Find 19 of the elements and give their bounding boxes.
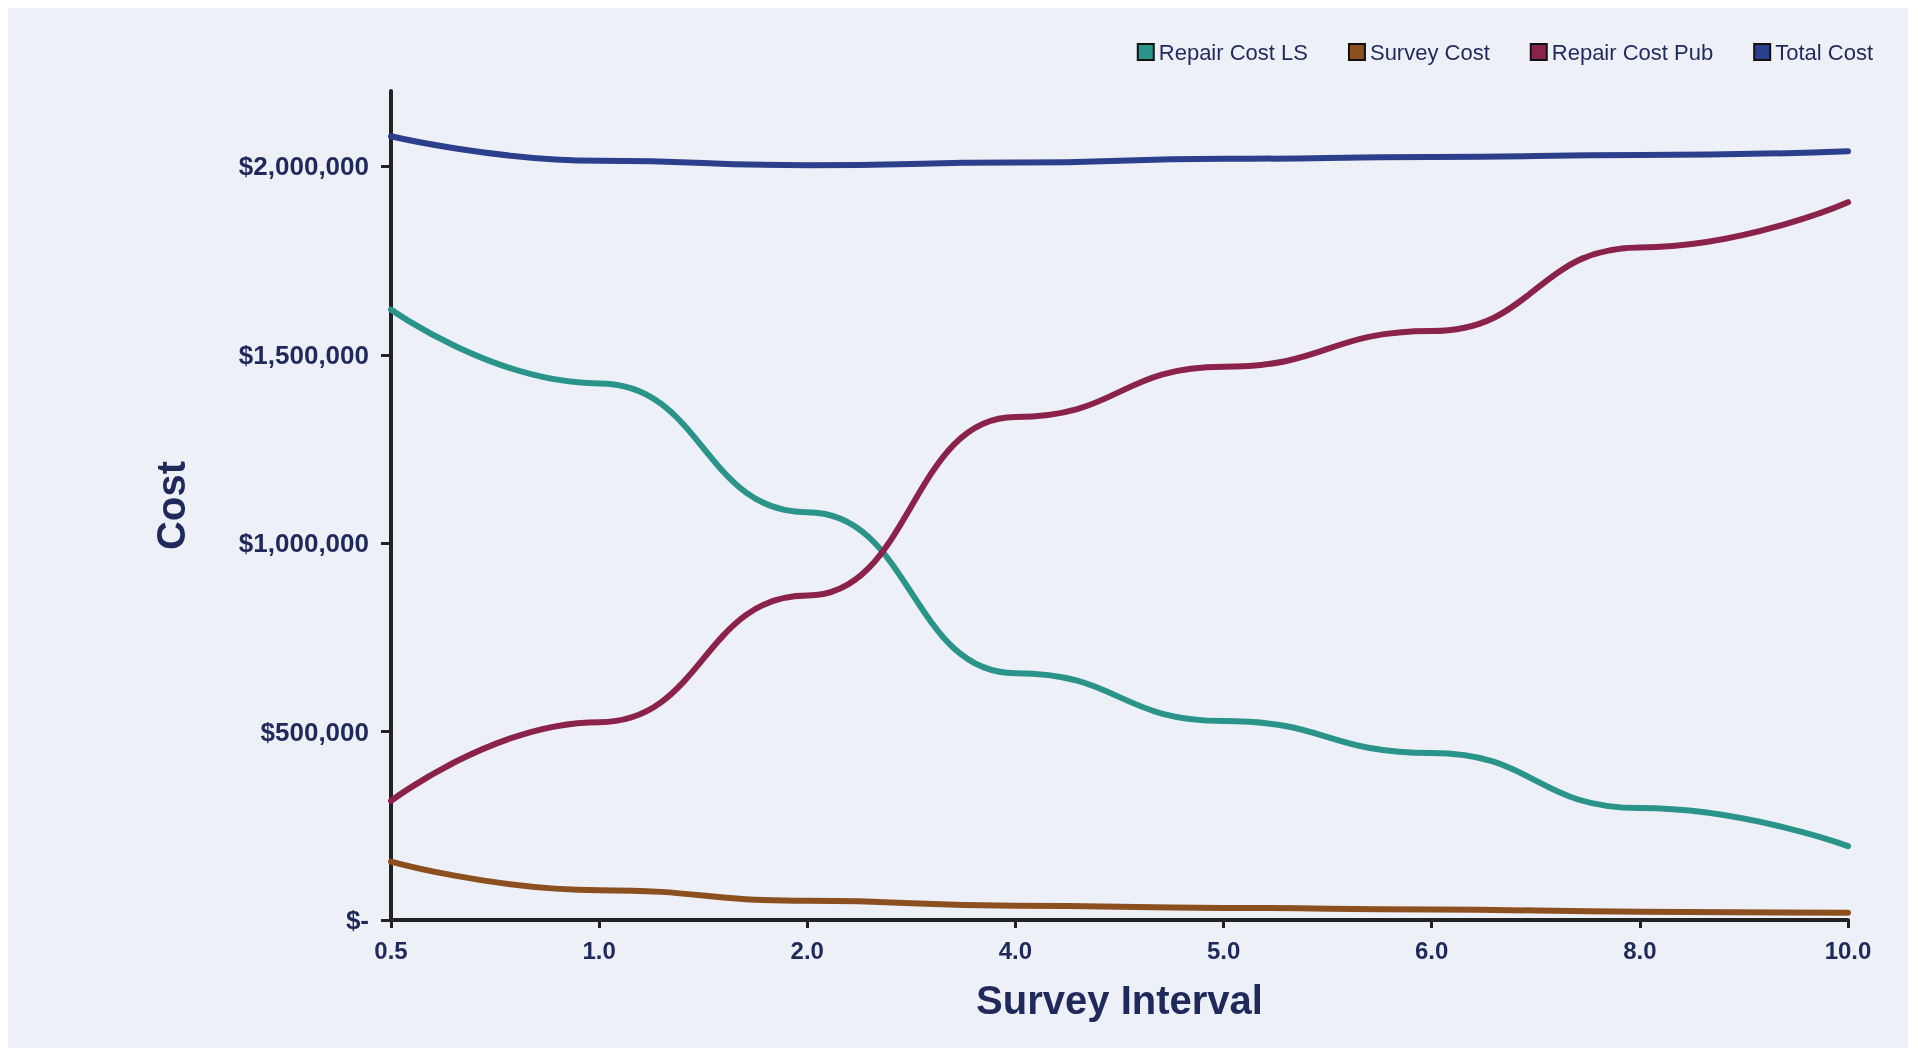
y-tick-label: $1,500,000 [238,339,369,370]
x-tick-label: 0.5 [374,936,408,964]
legend-label: Total Cost [1775,39,1874,65]
x-tick-label: 4.0 [998,936,1033,964]
x-axis-title: Survey Interval [976,978,1263,1022]
x-tick-label: 6.0 [1415,936,1449,964]
legend-label: Repair Cost Pub [1551,39,1714,65]
y-tick-label: $500,000 [260,716,369,747]
y-tick-label: $- [345,905,369,935]
x-tick-label: 8.0 [1623,936,1657,964]
y-tick-label: $1,000,000 [238,528,369,559]
x-tick-label: 1.0 [582,936,616,964]
y-axis-title: Cost [149,461,193,550]
x-tick-label: 2.0 [790,936,824,964]
x-tick-label: 10.0 [1824,936,1872,964]
x-tick-label: 5.0 [1206,936,1241,964]
legend-label: Survey Cost [1369,39,1490,65]
y-tick-label: $2,000,000 [238,151,369,182]
legend-label: Repair Cost LS [1158,39,1308,65]
